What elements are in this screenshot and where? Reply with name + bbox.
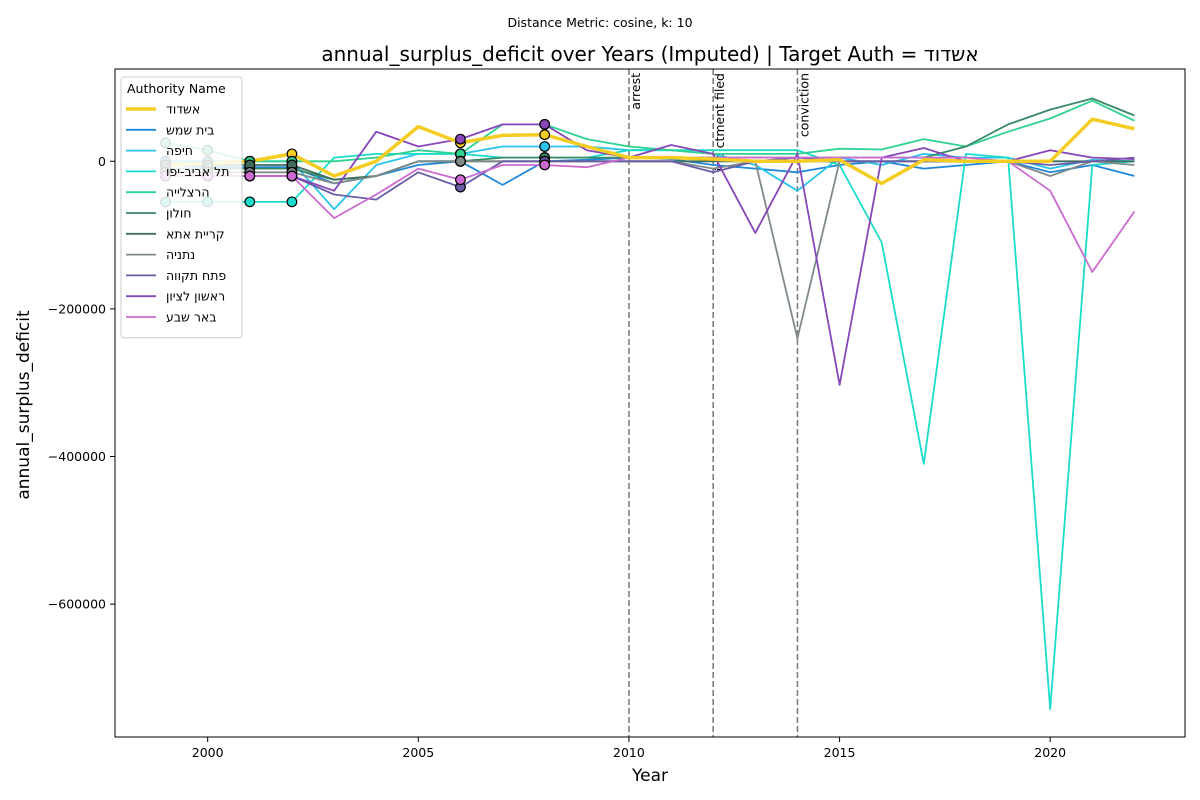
series-line <box>165 149 1135 710</box>
legend-label: בית שמש <box>166 122 214 137</box>
series-line <box>165 99 1135 163</box>
x-axis-label: Year <box>631 766 668 786</box>
event-label: conviction <box>796 73 811 137</box>
y-tick-label: 0 <box>98 154 106 169</box>
event-label: indictment filed <box>712 73 727 171</box>
imputed-point <box>244 170 256 182</box>
imputed-point <box>539 129 551 141</box>
imputed-point <box>539 159 551 171</box>
y-tick-label: −400000 <box>48 449 106 464</box>
plot-frame <box>114 68 1186 738</box>
chart-suptitle: Distance Metric: cosine, k: 10 <box>507 15 692 30</box>
imputed-point <box>286 196 298 208</box>
legend-title: Authority Name <box>127 81 226 96</box>
imputed-point <box>455 133 466 145</box>
legend-label: תל אביב-יפו <box>166 164 229 179</box>
y-axis-label: annual_surplus_deficit <box>14 310 34 500</box>
x-tick-label: 2010 <box>613 745 645 760</box>
legend-label: ראשון לציון <box>166 289 225 304</box>
y-tick-label: −200000 <box>48 301 106 316</box>
legend-label: הרצלייה <box>166 185 210 200</box>
y-tick-label: −600000 <box>48 597 106 612</box>
imputed-point <box>455 174 466 186</box>
series-line <box>165 160 1135 340</box>
imputed-point <box>455 155 466 167</box>
chart-title: annual_surplus_deficit over Years (Imput… <box>321 42 978 66</box>
imputed-point <box>539 118 551 130</box>
legend-label: פתח תקווה <box>166 268 226 283</box>
legend-label: חולון <box>166 206 192 221</box>
legend-label: חיפה <box>166 143 193 158</box>
imputed-point <box>244 196 256 208</box>
event-label: arrest <box>628 73 643 110</box>
x-tick-label: 2000 <box>192 745 224 760</box>
x-tick-label: 2015 <box>824 745 856 760</box>
imputed-point <box>539 141 551 152</box>
imputed-point <box>286 170 298 182</box>
legend-box <box>120 76 243 339</box>
legend-label: נתניה <box>166 247 195 262</box>
legend-label: באר שבע <box>166 310 217 325</box>
series-line <box>165 117 1135 186</box>
x-tick-label: 2020 <box>1034 745 1066 760</box>
legend-label: אשדוד <box>166 102 200 117</box>
x-tick-label: 2005 <box>402 745 434 760</box>
legend-label: קריית אתא <box>166 226 225 241</box>
